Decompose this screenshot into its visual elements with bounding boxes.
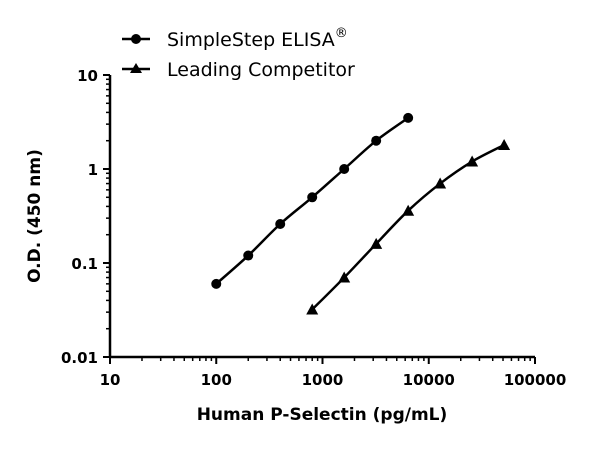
legend-marker-triangle — [130, 63, 142, 73]
data-point-triangle — [402, 204, 415, 216]
data-point-circle — [243, 250, 254, 261]
legend-label-1: Leading Competitor — [167, 59, 355, 81]
data-point-circle — [307, 192, 318, 203]
data-point-triangle — [338, 271, 351, 283]
data-point-circle — [211, 278, 222, 289]
y-tick-label: 0.1 — [71, 255, 98, 273]
y-axis-label: O.D. (450 nm) — [25, 149, 45, 283]
legend-label-0-text: SimpleStep ELISA — [167, 29, 335, 51]
data-point-triangle — [498, 139, 511, 151]
x-tick-label: 10000 — [403, 371, 455, 389]
x-tick-label: 100 — [201, 371, 232, 389]
legend-superscript: ® — [335, 26, 348, 41]
legend-label-0: SimpleStep ELISA® — [167, 26, 348, 51]
data-point-triangle — [434, 177, 447, 189]
legend: SimpleStep ELISA® Leading Competitor — [122, 26, 355, 81]
series-layer — [211, 112, 511, 315]
data-point-circle — [371, 135, 382, 146]
axes — [103, 74, 536, 364]
data-point-circle — [339, 164, 350, 174]
x-tick-label: 10 — [100, 371, 121, 389]
data-point-circle — [275, 218, 286, 229]
x-axis-label: Human P-Selectin (pg/mL) — [197, 405, 448, 425]
tick-labels: 10 100 1000 10000 100000 0.01 0.1 1 10 — [61, 67, 566, 389]
data-point-triangle — [306, 303, 319, 315]
x-tick-label: 100000 — [504, 371, 567, 389]
legend-marker-circle — [131, 34, 141, 44]
data-point-circle — [403, 112, 414, 123]
data-point-triangle — [466, 155, 479, 167]
data-point-triangle — [370, 237, 383, 249]
x-tick-label: 1000 — [302, 371, 344, 389]
y-tick-label: 1 — [88, 161, 98, 179]
y-tick-label: 0.01 — [61, 349, 98, 367]
y-tick-label: 10 — [77, 67, 98, 85]
